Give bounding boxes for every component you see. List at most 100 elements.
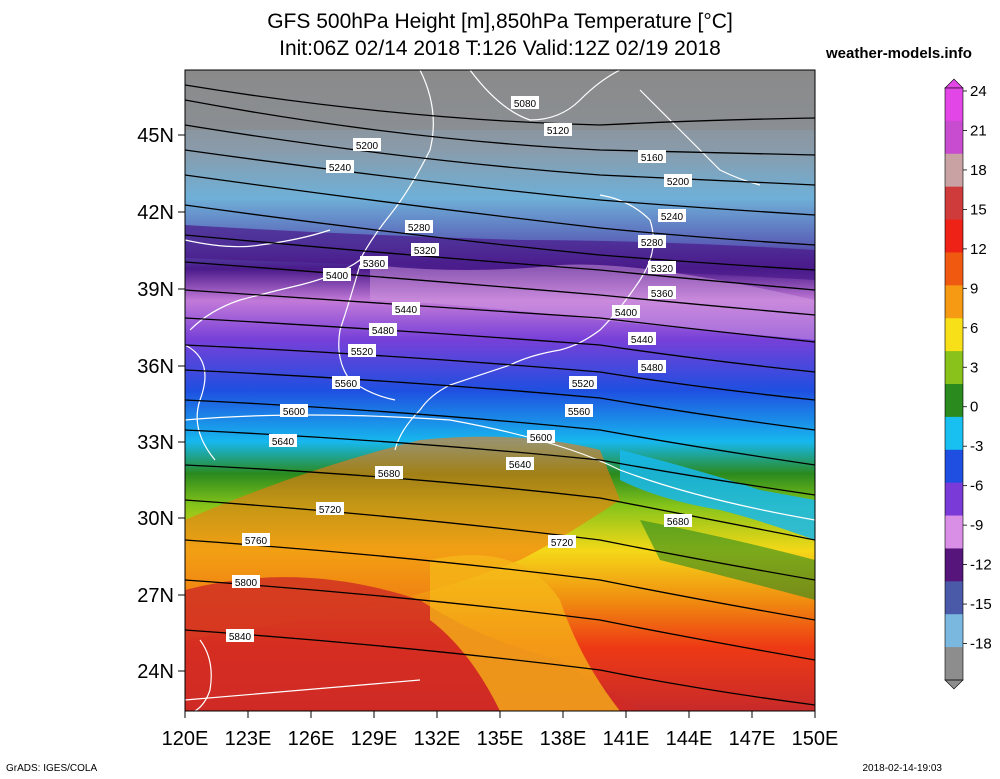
contour-label: 5640 — [269, 434, 297, 448]
contour-label: 5800 — [232, 575, 260, 589]
svg-text:5320: 5320 — [651, 264, 674, 275]
svg-text:5160: 5160 — [641, 153, 664, 164]
colorbar-label: 12 — [970, 241, 987, 258]
longitude-axis: 120E 123E 126E 129E 132E 135E 138E 141E 144E 147E… — [162, 711, 839, 750]
colorbar-swatch — [945, 482, 963, 517]
svg-text:5120: 5120 — [547, 126, 570, 137]
svg-text:5600: 5600 — [530, 433, 553, 444]
colorbar-label: 18 — [970, 162, 987, 179]
colorbar-top-arrow — [944, 78, 964, 89]
svg-text:5560: 5560 — [335, 379, 358, 390]
contour-label: 5680 — [375, 466, 403, 480]
svg-text:5240: 5240 — [661, 212, 684, 223]
colorbar-label: -15 — [970, 596, 992, 613]
colorbar-label: 21 — [970, 122, 987, 139]
map-title: GFS 500hPa Height [m],850hPa Temperature… — [267, 10, 733, 33]
contour-label: 5160 — [638, 150, 666, 164]
contour-label: 5440 — [392, 302, 420, 316]
svg-text:5600: 5600 — [283, 407, 306, 418]
contour-label: 5280 — [638, 235, 666, 249]
colorbar-swatch — [945, 416, 963, 451]
contour-label: 5760 — [242, 533, 270, 547]
generation-timestamp: 2018-02-14-19:03 — [862, 763, 942, 774]
contour-label: 5400 — [323, 268, 351, 282]
lat-label: 24N — [137, 661, 174, 683]
lon-label: 123E — [225, 728, 272, 750]
svg-text:5280: 5280 — [408, 223, 431, 234]
lat-label: 33N — [137, 432, 174, 454]
svg-text:5720: 5720 — [319, 505, 342, 516]
svg-text:5480: 5480 — [641, 363, 664, 374]
colorbar-swatch — [945, 186, 963, 221]
contour-label: 5480 — [638, 360, 666, 374]
svg-text:5720: 5720 — [551, 538, 574, 549]
contour-label: 5600 — [280, 404, 308, 418]
svg-text:5200: 5200 — [356, 141, 379, 152]
colorbar-bottom-arrow — [944, 679, 964, 690]
svg-text:5200: 5200 — [667, 177, 690, 188]
colorbar-label: -6 — [970, 478, 983, 495]
latitude-axis: 45N 42N 39N 36N 33N 30N 27N 24N — [137, 125, 185, 683]
colorbar-swatch — [945, 515, 963, 549]
colorbar-swatch — [945, 120, 963, 155]
svg-text:5480: 5480 — [372, 326, 395, 337]
colorbar-swatch — [945, 153, 963, 188]
temperature-field — [185, 70, 815, 711]
lon-label: 147E — [729, 728, 776, 750]
contour-label: 5640 — [506, 457, 534, 471]
contour-label: 5560 — [565, 404, 593, 418]
contour-label: 5320 — [411, 243, 439, 257]
svg-text:5240: 5240 — [329, 163, 352, 174]
contour-labels: 5080 5120 5160 5200 5200 5240 5240 5280 5280 5320… — [226, 96, 692, 643]
lon-label: 138E — [540, 728, 587, 750]
contour-label: 5440 — [628, 332, 656, 346]
lon-label: 144E — [666, 728, 713, 750]
svg-text:5440: 5440 — [395, 305, 418, 316]
colorbar-label: -12 — [970, 557, 992, 574]
lat-label: 36N — [137, 356, 174, 378]
lat-label: 27N — [137, 585, 174, 607]
colorbar-swatch — [945, 219, 963, 253]
colorbar-swatch — [945, 581, 963, 615]
colorbar-label: 15 — [970, 201, 987, 218]
grads-credit: GrADS: IGES/COLA — [6, 763, 98, 774]
svg-text:5560: 5560 — [568, 407, 591, 418]
map-subtitle: Init:06Z 02/14 2018 T:126 Valid:12Z 02/1… — [279, 37, 721, 60]
lon-label: 135E — [477, 728, 524, 750]
svg-text:5680: 5680 — [378, 469, 401, 480]
contour-label: 5200 — [353, 138, 381, 152]
colorbar-swatch — [945, 88, 963, 122]
colorbar-label: -9 — [970, 517, 983, 534]
lat-label: 45N — [137, 125, 174, 147]
lat-label: 42N — [137, 202, 174, 224]
svg-text:5520: 5520 — [572, 379, 595, 390]
svg-text:5440: 5440 — [631, 335, 654, 346]
contour-label: 5520 — [348, 344, 376, 358]
lon-label: 120E — [162, 728, 209, 750]
contour-label: 5360 — [648, 286, 676, 300]
contour-label: 5400 — [612, 305, 640, 319]
svg-text:5320: 5320 — [414, 246, 437, 257]
svg-text:5800: 5800 — [235, 578, 258, 589]
colorbar-label: -3 — [970, 438, 983, 455]
lon-label: 150E — [792, 728, 839, 750]
colorbar-swatch — [945, 351, 963, 385]
contour-label: 5240 — [326, 160, 354, 174]
svg-text:5360: 5360 — [651, 289, 674, 300]
colorbar-swatch — [945, 449, 963, 484]
colorbar-swatch — [945, 614, 963, 648]
contour-label: 5680 — [664, 514, 692, 528]
site-name: weather-models.info — [826, 45, 972, 62]
colorbar-swatch — [945, 285, 963, 319]
contour-label: 5560 — [332, 376, 360, 390]
contour-label: 5200 — [664, 174, 692, 188]
colorbar-label: -18 — [970, 636, 992, 653]
colorbar-swatch — [945, 647, 963, 681]
contour-label: 5080 — [511, 96, 539, 110]
colorbar-frame — [944, 87, 964, 681]
contour-label: 5480 — [369, 323, 397, 337]
colorbar-swatch — [945, 318, 963, 352]
svg-text:5680: 5680 — [667, 517, 690, 528]
